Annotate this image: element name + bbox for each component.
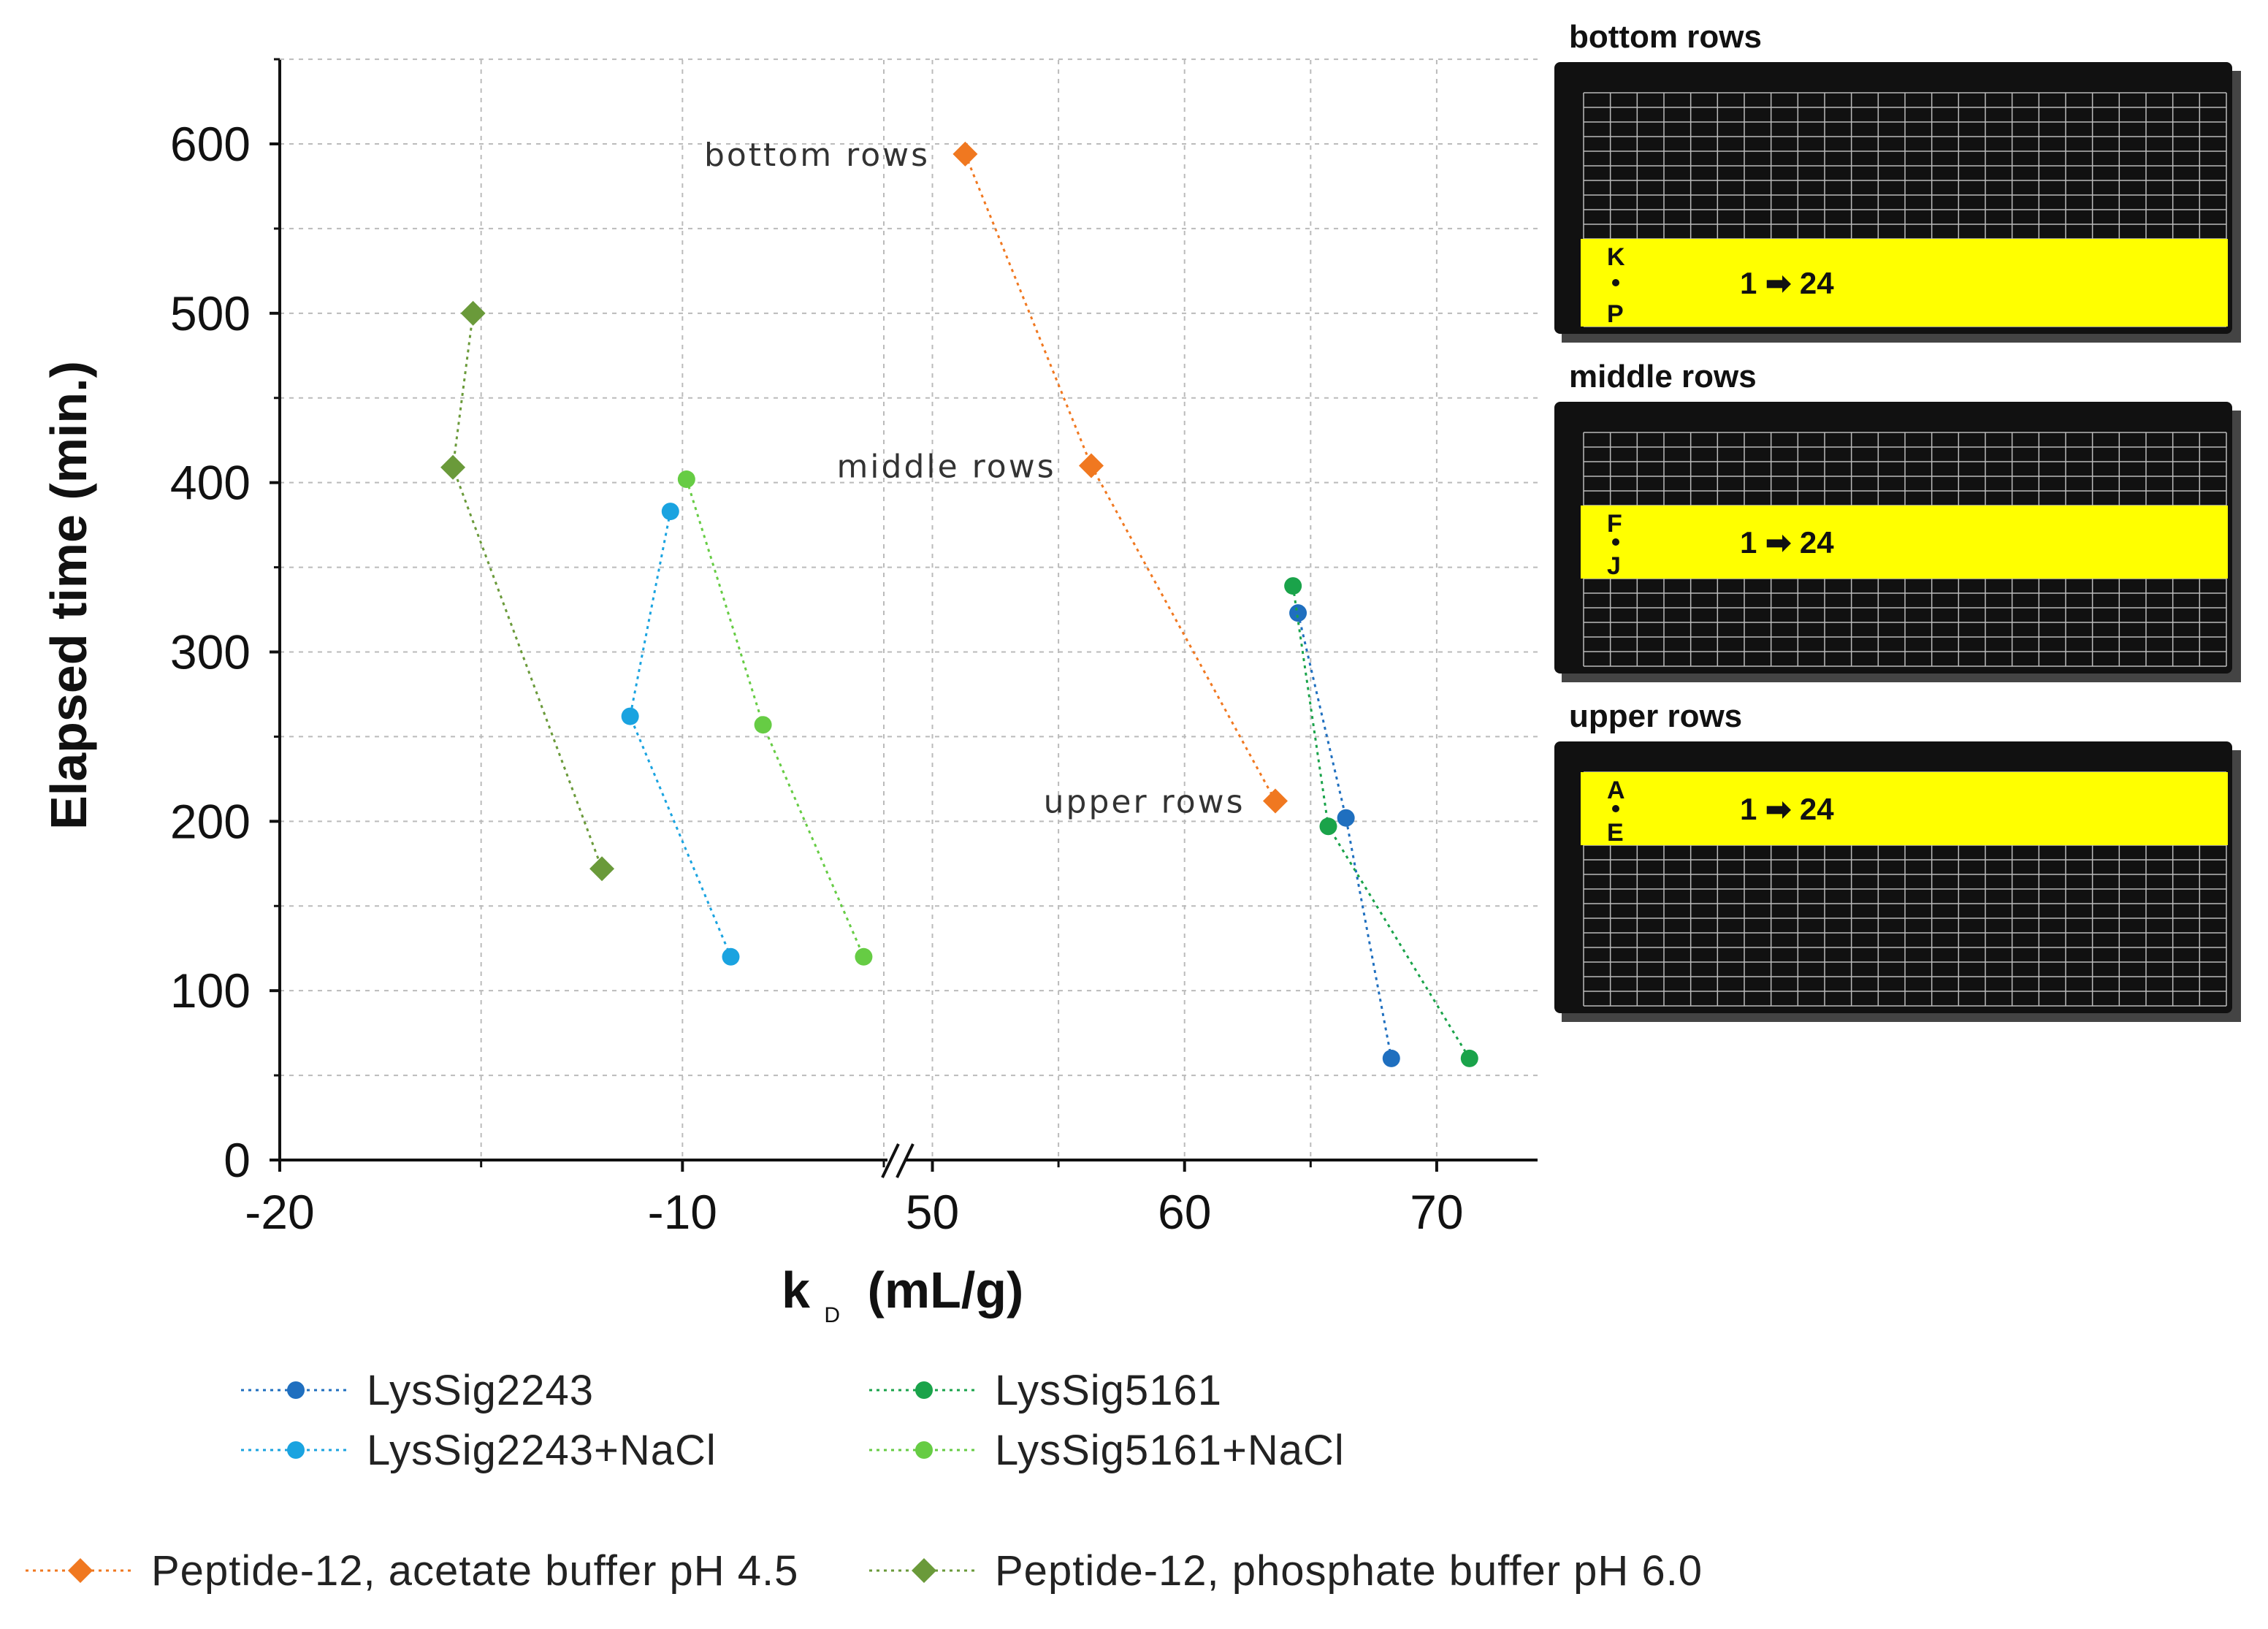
plate-top: upper rows AE 1 ➡ 24	[1554, 698, 2241, 1022]
legend-marker	[287, 1381, 305, 1399]
data-point	[440, 454, 466, 480]
plate-middle: middle rows FJ 1 ➡ 24	[1554, 359, 2241, 682]
data-point	[1289, 604, 1307, 622]
x-tick-label: 60	[1158, 1185, 1211, 1239]
data-point	[1078, 453, 1104, 478]
x-axis-title-units: (mL/g)	[868, 1262, 1024, 1319]
y-tick-label: 300	[170, 625, 251, 679]
x-tick-label: -10	[648, 1185, 717, 1239]
series-line	[1297, 612, 1393, 1059]
x-axis-title-k: k	[782, 1262, 810, 1319]
y-tick-label: 100	[170, 964, 251, 1018]
series-line	[451, 313, 603, 869]
data-point	[855, 947, 873, 966]
legend-item: LysSig2243	[241, 1367, 594, 1414]
y-tick-label: 400	[170, 456, 251, 510]
series-1	[621, 503, 740, 966]
data-point	[1382, 1049, 1400, 1067]
plate-row-dot	[1612, 538, 1619, 546]
axis-break-mark	[896, 1143, 915, 1178]
plate-row-start: A	[1607, 777, 1625, 804]
annotation-label: bottom rows	[704, 137, 930, 174]
data-point	[952, 141, 978, 167]
highlighted-rows-fill	[1581, 506, 2228, 579]
legend-label: LysSig2243+NaCl	[367, 1427, 717, 1474]
plate-row-end: J	[1607, 552, 1621, 580]
data-point	[1262, 788, 1288, 814]
plate-row-start: F	[1607, 510, 1622, 538]
series-5	[440, 300, 615, 882]
legend-marker	[912, 1558, 936, 1583]
x-axis-title-subscript: D	[824, 1303, 840, 1327]
annotation-label: middle rows	[836, 448, 1055, 485]
plate-row-dot	[1612, 279, 1619, 286]
legend-label: Peptide-12, phosphate buffer pH 6.0	[995, 1547, 1703, 1595]
legend-marker	[287, 1441, 305, 1459]
legend-item: LysSig5161+NaCl	[869, 1427, 1345, 1474]
y-tick-label: 500	[170, 286, 251, 340]
legend: LysSig2243 LysSig5161 LysSig2243+NaCl LysSi…	[26, 1367, 1703, 1595]
x-tick-label: 50	[906, 1185, 959, 1239]
series-4	[952, 141, 1288, 814]
series-line	[685, 478, 865, 958]
series-3	[677, 470, 873, 966]
legend-marker	[68, 1558, 93, 1583]
legend-label: Peptide-12, acetate buffer pH 4.5	[151, 1547, 798, 1595]
y-tick-label: 200	[170, 794, 251, 848]
x-tick-label: -20	[245, 1185, 314, 1239]
legend-item: LysSig5161	[869, 1367, 1222, 1414]
data-point	[460, 300, 486, 326]
legend-label: LysSig5161+NaCl	[995, 1427, 1345, 1474]
legend-item: Peptide-12, acetate buffer pH 4.5	[26, 1547, 798, 1595]
data-point	[722, 947, 740, 966]
axes: 0 100 200 300 400 500 600 -20 -10 50 60 70	[170, 58, 1538, 1239]
series-layer	[440, 141, 1478, 1067]
legend-label: LysSig5161	[995, 1367, 1222, 1414]
plate-column-range: 1 ➡ 24	[1740, 792, 1834, 826]
highlighted-rows-fill	[1581, 239, 2228, 327]
plate-row-end: P	[1607, 300, 1624, 328]
y-tick-label: 600	[170, 117, 251, 171]
plate-title: middle rows	[1569, 359, 1757, 394]
y-tick-label: 0	[224, 1133, 251, 1187]
grid	[280, 58, 1538, 1160]
data-point	[754, 716, 772, 734]
plate-row-dot	[1612, 805, 1619, 812]
data-point	[661, 503, 679, 521]
series-2	[1284, 577, 1478, 1067]
annotation-label: upper rows	[1044, 784, 1245, 821]
annotations: bottom rows middle rows upper rows	[704, 137, 1245, 821]
data-point	[1319, 817, 1337, 836]
data-point	[1337, 809, 1355, 827]
plate-row-start: K	[1607, 243, 1625, 271]
plate-title: bottom rows	[1569, 19, 1762, 55]
axis-break-mark	[881, 1143, 900, 1178]
data-point	[1284, 577, 1302, 595]
series-0	[1289, 604, 1400, 1067]
legend-label: LysSig2243	[367, 1367, 594, 1414]
legend-marker	[915, 1441, 933, 1459]
svg-text:k D (mL/g): k D (mL/g)	[782, 1262, 1023, 1333]
x-tick-label: 70	[1410, 1185, 1463, 1239]
y-axis-title: Elapsed time (min.)	[40, 361, 97, 830]
data-point	[621, 707, 639, 725]
data-point	[677, 470, 695, 489]
highlighted-rows-fill	[1581, 772, 2228, 845]
x-axis-title: k D (mL/g)	[782, 1262, 1023, 1333]
series-line	[629, 511, 732, 958]
plate-bottom: bottom rows K P 1 ➡ 24	[1554, 19, 2241, 343]
legend-item: Peptide-12, phosphate buffer pH 6.0	[869, 1547, 1703, 1595]
plate-row-end: E	[1607, 819, 1624, 847]
legend-item: LysSig2243+NaCl	[241, 1427, 717, 1474]
legend-marker	[915, 1381, 933, 1399]
data-point	[1460, 1049, 1478, 1067]
plate-column-range: 1 ➡ 24	[1740, 525, 1834, 560]
plate-title: upper rows	[1569, 698, 1742, 734]
series-line	[1291, 585, 1471, 1059]
plate-column-range: 1 ➡ 24	[1740, 266, 1834, 300]
data-point	[589, 856, 615, 882]
